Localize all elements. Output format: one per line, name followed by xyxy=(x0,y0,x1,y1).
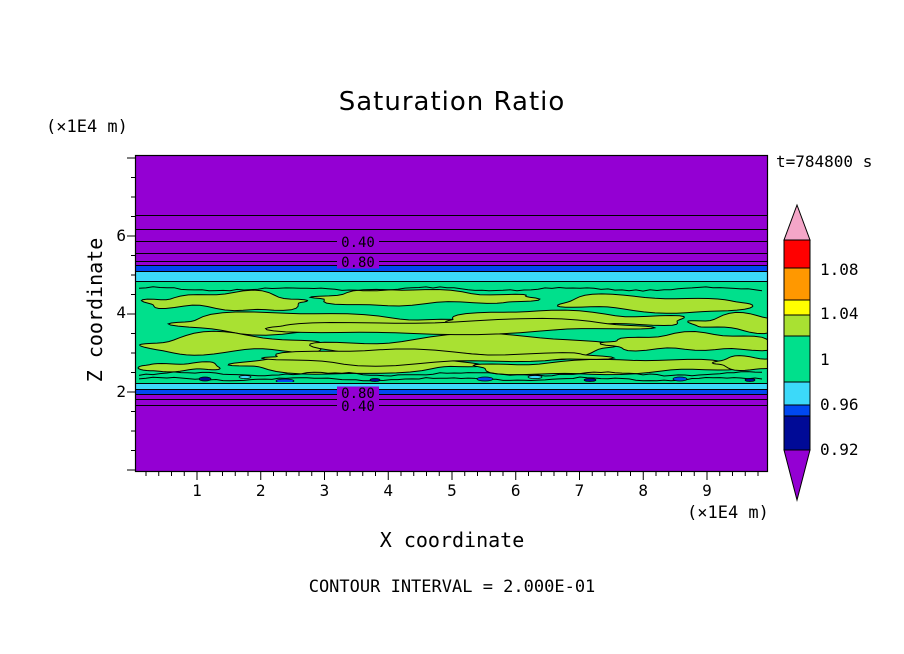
x-tick-label: 1 xyxy=(192,481,202,500)
contour-speck xyxy=(275,378,295,382)
x-axis-unit-label: (×1E4 m) xyxy=(687,503,769,523)
contour-blob xyxy=(687,311,767,335)
colorbar-arrow-top xyxy=(783,203,811,241)
band-cyan-bottom xyxy=(135,383,768,389)
band-blue-top xyxy=(135,265,768,271)
contour-label-bg xyxy=(337,386,379,400)
contour-speck xyxy=(672,376,688,382)
x-tick-label: 9 xyxy=(702,481,712,500)
contour-speck xyxy=(476,376,494,382)
contour-blob xyxy=(472,358,738,376)
plot-frame xyxy=(134,154,769,473)
contour-blob xyxy=(711,355,767,372)
y-axis-unit-label: (×1E4 m) xyxy=(46,117,128,137)
contour-line xyxy=(138,376,763,382)
contour-label-bg xyxy=(337,399,379,413)
contour-blob xyxy=(599,330,767,352)
time-annotation-label: t=784800 s xyxy=(776,152,873,171)
contour-speck xyxy=(238,375,252,379)
colorbar: 1.08 1.04 1 0.96 0.92 xyxy=(783,203,859,502)
contour-blob xyxy=(137,361,221,373)
x-axis-title: X coordinate xyxy=(379,528,525,552)
contour-speck xyxy=(198,376,212,382)
contour-speck xyxy=(583,378,597,382)
colorbar-segment xyxy=(783,381,811,406)
green-contour-region xyxy=(137,286,767,382)
contour-value-label: 0.80 xyxy=(341,255,375,271)
colorbar-segment xyxy=(783,415,811,451)
contour-label-bg xyxy=(337,255,379,269)
colorbar-tick-label: 1.08 xyxy=(820,260,859,279)
colorbar-segment xyxy=(783,314,811,337)
colorbar-segment xyxy=(783,335,811,383)
y-tick-label: 6 xyxy=(116,226,126,245)
y-tick-label: 4 xyxy=(116,303,126,322)
x-tick-label: 4 xyxy=(383,481,394,500)
x-tick-label: 2 xyxy=(255,481,266,500)
y-tick-label: 2 xyxy=(116,382,126,401)
contour-blob xyxy=(308,288,541,307)
contour-blob xyxy=(264,317,657,336)
contour-plot-canvas: 0.400.800.800.40 xyxy=(127,154,769,480)
plot-title: Saturation Ratio xyxy=(338,87,566,117)
x-tick-label: 6 xyxy=(510,481,521,500)
x-tick-label: 5 xyxy=(447,481,457,500)
colorbar-tick-label: 0.92 xyxy=(820,440,859,459)
x-tick-label: 7 xyxy=(574,481,585,500)
colorbar-segment xyxy=(783,404,811,417)
contour-value-label: 0.40 xyxy=(341,399,375,415)
contour-value-label: 0.40 xyxy=(341,235,375,251)
band-blue-bottom xyxy=(135,389,768,394)
colorbar-tick-label: 1 xyxy=(820,350,830,369)
colorbar-tick-label: 1.04 xyxy=(820,304,859,323)
colorbar-tick-label: 0.96 xyxy=(820,395,859,414)
x-tick-label: 3 xyxy=(319,481,330,500)
contour-label-bg xyxy=(337,235,379,249)
contour-line xyxy=(138,371,763,377)
colorbar-segment xyxy=(783,267,811,301)
contour-speck xyxy=(369,378,381,382)
contour-blob xyxy=(261,348,616,367)
contour-blob xyxy=(138,330,322,356)
contour-blob xyxy=(556,293,754,314)
contour-speck xyxy=(527,375,543,379)
contour-speck xyxy=(744,378,756,382)
colorbar-segment xyxy=(783,239,811,269)
contour-line xyxy=(138,286,763,292)
colorbar-segment xyxy=(783,299,811,316)
colorbar-arrow-bottom xyxy=(783,449,811,502)
contour-value-label: 0.80 xyxy=(341,386,375,402)
contour-interval-label: CONTOUR INTERVAL = 2.000E-01 xyxy=(308,577,596,597)
x-tick-label: 8 xyxy=(638,481,649,500)
contour-blob xyxy=(140,289,309,312)
band-cyan-top xyxy=(135,271,768,281)
